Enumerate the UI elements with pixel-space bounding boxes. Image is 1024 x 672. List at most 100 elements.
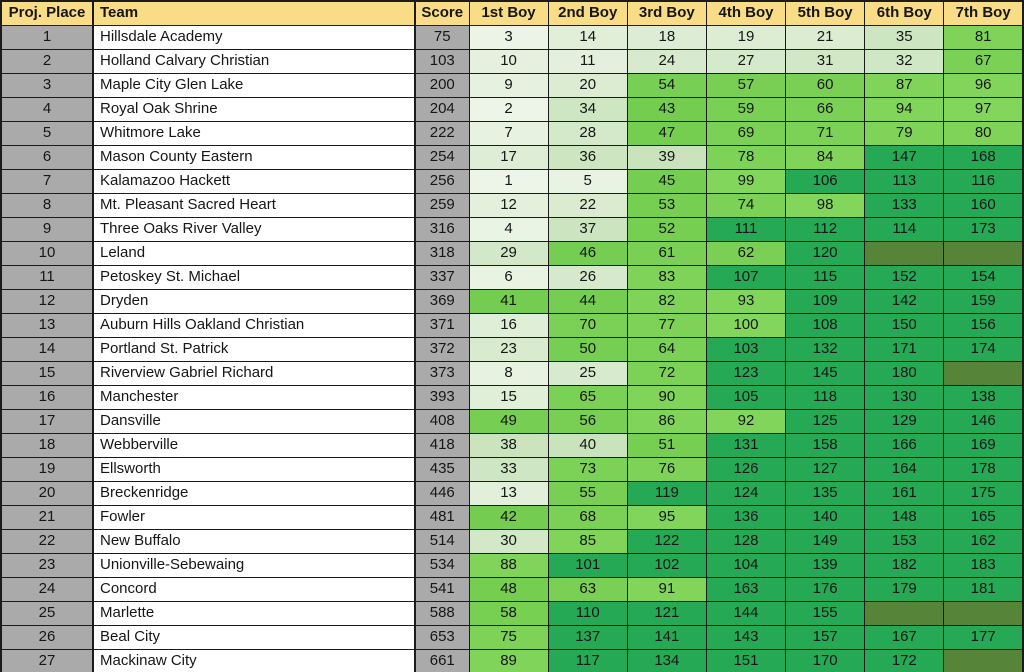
table-row: 15 Riverview Gabriel Richard 373 8 25 72 123 14… (0, 360, 1024, 386)
boy-5-place-cell: 120 (785, 240, 866, 266)
boy-3-place-cell: 119 (626, 480, 707, 506)
proj-place-cell: 1 (0, 24, 94, 50)
team-name-cell: Three Oaks River Valley (92, 216, 416, 242)
boy-6-place-cell: 182 (864, 552, 945, 578)
boy-5-place-cell: 66 (785, 96, 866, 122)
boy-3-place-cell: 76 (626, 456, 707, 482)
table-row: 13 Auburn Hills Oakland Christian 371 16 70 7… (0, 312, 1024, 338)
team-name-cell: Whitmore Lake (92, 120, 416, 146)
boy-3-place-cell: 24 (626, 48, 707, 74)
table-row: 5 Whitmore Lake 222 7 28 47 69 71 79 80 (0, 120, 1024, 146)
table-row: 16 Manchester 393 15 65 90 105 118 130 138 (0, 384, 1024, 410)
table-row: 11 Petoskey St. Michael 337 6 26 83 107 115 152 1… (0, 264, 1024, 290)
proj-place-cell: 27 (0, 648, 94, 672)
boy-6-place-cell: 147 (864, 144, 945, 170)
team-name-cell: Leland (92, 240, 416, 266)
boy-7-place-cell: 156 (943, 312, 1024, 338)
score-cell: 256 (414, 168, 470, 194)
score-cell: 337 (414, 264, 470, 290)
team-name-cell: Portland St. Patrick (92, 336, 416, 362)
boy-7-place-cell: 181 (943, 576, 1024, 602)
boy-1-place-cell: 8 (468, 360, 549, 386)
boy-5-place-cell: 145 (785, 360, 866, 386)
team-name-cell: Mason County Eastern (92, 144, 416, 170)
proj-place-cell: 6 (0, 144, 94, 170)
boy-5-place-cell: 149 (785, 528, 866, 554)
boy-7-place-cell: 96 (943, 72, 1024, 98)
boy-4-place-cell: 92 (705, 408, 787, 434)
boy-2-place-cell: 20 (547, 72, 628, 98)
boy-4-place-cell: 27 (705, 48, 787, 74)
boy-4-place-cell: 107 (705, 264, 787, 290)
boy-5-place-cell: 139 (785, 552, 866, 578)
proj-place-cell: 20 (0, 480, 94, 506)
proj-place-cell: 24 (0, 576, 94, 602)
boy-5-place-cell: 112 (785, 216, 866, 242)
team-name-cell: New Buffalo (92, 528, 416, 554)
boy-2-place-cell: 137 (547, 624, 628, 650)
boy-3-place-cell: 45 (626, 168, 707, 194)
table-row: 14 Portland St. Patrick 372 23 50 64 103 132 171… (0, 336, 1024, 362)
boy-1-place-cell: 4 (468, 216, 549, 242)
boy-1-place-cell: 89 (468, 648, 549, 672)
boy-6-place-cell: 114 (864, 216, 945, 242)
proj-place-cell: 26 (0, 624, 94, 650)
boy-6-place-cell: 171 (864, 336, 945, 362)
boy-4-place-cell: 105 (705, 384, 787, 410)
boy-6-place-cell: 180 (864, 360, 945, 386)
boy-4-place-cell: 99 (705, 168, 787, 194)
boy-7-place-cell: 160 (943, 192, 1024, 218)
team-name-cell: Webberville (92, 432, 416, 458)
boy-5-place-cell: 108 (785, 312, 866, 338)
boy-5-place-cell: 176 (785, 576, 866, 602)
boy-1-place-cell: 16 (468, 312, 549, 338)
boy-7-place-cell: 174 (943, 336, 1024, 362)
boy-2-place-cell: 5 (547, 168, 628, 194)
score-cell: 75 (414, 24, 470, 50)
column-header-2nd-boy: 2nd Boy (547, 0, 628, 26)
boy-2-place-cell: 101 (547, 552, 628, 578)
boy-1-place-cell: 3 (468, 24, 549, 50)
boy-5-place-cell: 31 (785, 48, 866, 74)
proj-place-cell: 5 (0, 120, 94, 146)
boy-2-place-cell: 40 (547, 432, 628, 458)
boy-7-place-cell: 80 (943, 120, 1024, 146)
proj-place-cell: 10 (0, 240, 94, 266)
boy-4-place-cell: 59 (705, 96, 787, 122)
team-name-cell: Ellsworth (92, 456, 416, 482)
score-cell: 204 (414, 96, 470, 122)
table-body: 1 Hillsdale Academy 75 3 14 18 19 21 35 81 2 Hollan… (0, 24, 1024, 672)
boy-3-place-cell: 61 (626, 240, 707, 266)
score-cell: 371 (414, 312, 470, 338)
boy-5-place-cell: 106 (785, 168, 866, 194)
boy-2-place-cell: 26 (547, 264, 628, 290)
score-cell: 653 (414, 624, 470, 650)
score-cell: 373 (414, 360, 470, 386)
boy-2-place-cell: 70 (547, 312, 628, 338)
column-header-5th-boy: 5th Boy (785, 0, 866, 26)
table-row: 25 Marlette 588 58 110 121 144 155 (0, 600, 1024, 626)
boy-5-place-cell: 157 (785, 624, 866, 650)
proj-place-cell: 12 (0, 288, 94, 314)
boy-7-place-cell: 81 (943, 24, 1024, 50)
boy-4-place-cell: 103 (705, 336, 787, 362)
boy-5-place-cell: 135 (785, 480, 866, 506)
proj-place-cell: 8 (0, 192, 94, 218)
boy-5-place-cell: 60 (785, 72, 866, 98)
proj-place-cell: 3 (0, 72, 94, 98)
boy-2-place-cell: 34 (547, 96, 628, 122)
boy-3-place-cell: 91 (626, 576, 707, 602)
boy-6-place-cell: 142 (864, 288, 945, 314)
boy-6-place-cell: 129 (864, 408, 945, 434)
boy-3-place-cell: 54 (626, 72, 707, 98)
boy-1-place-cell: 2 (468, 96, 549, 122)
table-row: 23 Unionville-Sebewaing 534 88 101 102 104 139 1… (0, 552, 1024, 578)
proj-place-cell: 17 (0, 408, 94, 434)
boy-4-place-cell: 19 (705, 24, 787, 50)
boy-6-place-cell: 152 (864, 264, 945, 290)
table-row: 18 Webberville 418 38 40 51 131 158 166 169 (0, 432, 1024, 458)
boy-4-place-cell: 144 (705, 600, 787, 626)
boy-6-place-cell: 166 (864, 432, 945, 458)
score-cell: 318 (414, 240, 470, 266)
